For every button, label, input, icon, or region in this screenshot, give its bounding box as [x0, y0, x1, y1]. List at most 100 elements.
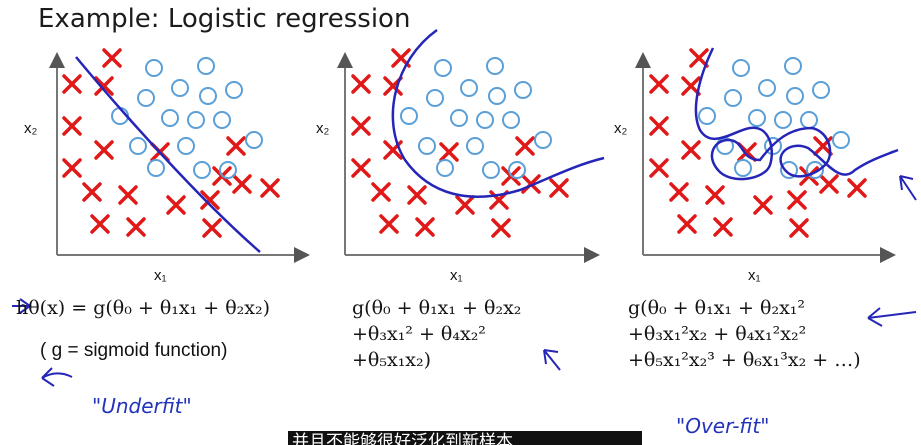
data-point-cross: [260, 178, 280, 198]
data-point-cross: [847, 178, 867, 198]
data-point-cross: [407, 185, 427, 205]
data-point-cross: [669, 182, 689, 202]
data-point-cross: [90, 214, 110, 234]
panel-2-formula-line-1: g(θ₀ + θ₁x₁ + θ₂x₂: [352, 297, 522, 319]
panel-2-formula-line-3: +θ₅x₁x₂): [352, 349, 432, 371]
data-point-cross: [705, 185, 725, 205]
data-point-circle: [832, 131, 850, 149]
video-subtitle: 并且不能够很好泛化到新样本: [288, 431, 642, 445]
data-point-circle: [748, 109, 766, 127]
panel-3-formula-line-3: +θ₅x₁²x₂³ + θ₆x₁³x₂ + …): [628, 349, 861, 371]
data-point-cross: [677, 214, 697, 234]
data-point-circle: [400, 107, 418, 125]
data-point-circle: [508, 161, 526, 179]
data-point-circle: [213, 111, 231, 129]
data-point-circle: [800, 111, 818, 129]
data-point-circle: [514, 81, 532, 99]
data-point-cross: [787, 190, 807, 210]
panel-1-sigmoid-note: ( g = sigmoid function): [40, 340, 228, 361]
data-point-circle: [466, 137, 484, 155]
data-point-circle: [806, 161, 824, 179]
data-point-circle: [225, 81, 243, 99]
data-point-cross: [351, 116, 371, 136]
panel-1-formula-line-1: hθ(x) = g(θ₀ + θ₁x₁ + θ₂x₂): [16, 297, 271, 319]
panel-2-y-label: x₂: [316, 120, 330, 137]
panel-2-x-label: x₁: [450, 267, 463, 284]
data-point-circle: [774, 111, 792, 129]
data-point-circle: [486, 57, 504, 75]
panel-2-quadratic-boundary: [391, 28, 605, 198]
data-point-circle: [145, 59, 163, 77]
data-point-circle: [698, 107, 716, 125]
data-point-cross: [379, 214, 399, 234]
data-point-cross: [681, 140, 701, 160]
data-point-circle: [171, 79, 189, 97]
data-point-circle: [534, 131, 552, 149]
data-point-circle: [732, 59, 750, 77]
data-point-circle: [434, 59, 452, 77]
data-point-cross: [62, 116, 82, 136]
data-point-circle: [780, 161, 798, 179]
data-point-circle: [460, 79, 478, 97]
data-point-circle: [812, 81, 830, 99]
arrow-underfit-pointer: [41, 367, 73, 387]
data-point-cross: [82, 182, 102, 202]
data-point-circle: [197, 57, 215, 75]
data-point-cross: [351, 74, 371, 94]
data-point-circle: [784, 57, 802, 75]
data-point-circle: [147, 159, 165, 177]
panel-3-formula-line-1: g(θ₀ + θ₁x₁ + θ₂x₁²: [628, 297, 806, 319]
data-point-circle: [488, 87, 506, 105]
data-point-circle: [450, 109, 468, 127]
data-point-circle: [187, 111, 205, 129]
panel-1-linear-boundary: [75, 56, 261, 253]
panel-2-formula-line-2: +θ₃x₁² + θ₄x₂²: [352, 323, 486, 345]
arrow-panel-2-pointer: [543, 349, 561, 371]
data-point-cross: [491, 218, 511, 238]
panel-1-axes: x₂ x₁: [24, 52, 310, 284]
panel-1-x-label: x₁: [154, 267, 167, 284]
data-point-cross: [789, 218, 809, 238]
overfit-annotation: "Over-fit": [676, 414, 770, 438]
data-point-circle: [426, 89, 444, 107]
arrow-boundary-pointer: [899, 175, 917, 201]
slide-title: Example: Logistic regression: [38, 4, 411, 34]
data-point-cross: [753, 195, 773, 215]
data-point-cross: [649, 158, 669, 178]
panel-3-formula-line-2: +θ₃x₁²x₂ + θ₄x₁²x₂²: [628, 323, 807, 345]
data-point-cross: [200, 190, 220, 210]
data-point-circle: [219, 161, 237, 179]
data-point-cross: [371, 182, 391, 202]
data-point-circle: [418, 137, 436, 155]
data-point-cross: [521, 174, 541, 194]
panel-3-axes: x₂ x₁: [614, 52, 896, 284]
data-point-circle: [193, 161, 211, 179]
data-point-circle: [436, 159, 454, 177]
data-point-cross: [439, 142, 459, 162]
panel-3-y-label: x₂: [614, 120, 628, 137]
data-point-cross: [94, 76, 114, 96]
data-point-circle: [137, 89, 155, 107]
data-point-circle: [734, 159, 752, 177]
data-point-circle: [177, 137, 195, 155]
data-point-cross: [819, 174, 839, 194]
data-point-cross: [62, 158, 82, 178]
data-point-cross: [351, 158, 371, 178]
arrow-panel-3-pointer: [867, 307, 917, 327]
data-point-cross: [649, 116, 669, 136]
data-point-circle: [476, 111, 494, 129]
data-point-circle: [199, 87, 217, 105]
data-point-cross: [713, 217, 733, 237]
underfit-annotation: "Underfit": [92, 394, 192, 418]
data-point-cross: [202, 218, 222, 238]
data-point-cross: [681, 76, 701, 96]
data-point-cross: [118, 185, 138, 205]
panel-3-x-label: x₁: [748, 267, 761, 284]
data-point-circle: [245, 131, 263, 149]
data-point-cross: [515, 136, 535, 156]
data-point-circle: [786, 87, 804, 105]
data-point-cross: [94, 140, 114, 160]
arrow-panel-1-pointer: [12, 298, 32, 314]
data-point-circle: [129, 137, 147, 155]
